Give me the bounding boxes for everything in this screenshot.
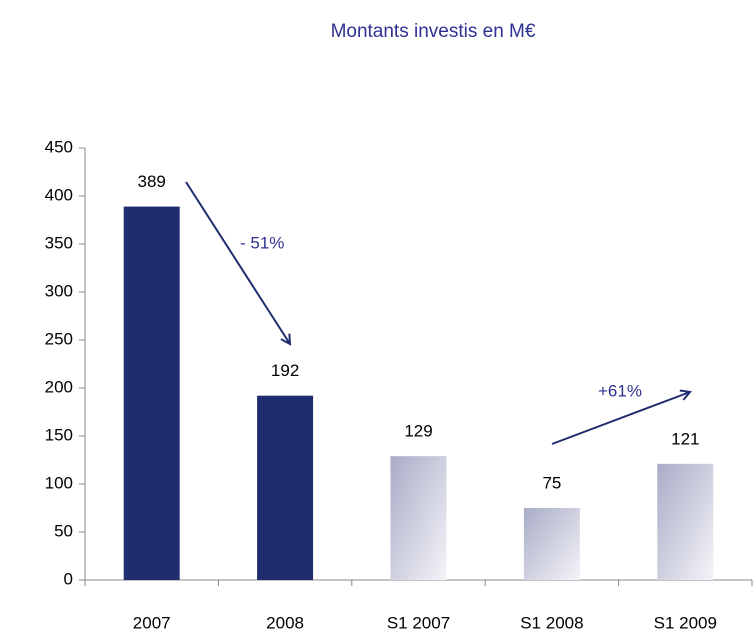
y-tick-label: 250 <box>45 329 73 348</box>
data-label: 192 <box>271 361 299 380</box>
x-tick-label: 2008 <box>266 613 304 632</box>
data-label: 129 <box>404 422 432 441</box>
annotation: - 51% <box>240 233 284 252</box>
y-tick-label: 150 <box>45 425 73 444</box>
chart-title: Montants investis en M€ <box>331 21 536 42</box>
data-label: 389 <box>138 172 166 191</box>
y-tick-label: 450 <box>45 137 73 156</box>
y-tick-label: 300 <box>45 281 73 300</box>
x-tick-label: S1 2009 <box>654 613 717 632</box>
bar <box>390 456 447 580</box>
y-tick-label: 50 <box>54 521 73 540</box>
arrow <box>185 181 290 344</box>
bar <box>123 206 180 580</box>
x-tick-label: S1 2007 <box>387 613 450 632</box>
data-label: 121 <box>671 429 699 448</box>
annotation: +61% <box>598 381 642 400</box>
arrow <box>551 392 690 445</box>
y-tick-label: 200 <box>45 377 73 396</box>
data-label: 75 <box>542 473 561 492</box>
y-tick-label: 350 <box>45 233 73 252</box>
x-tick-label: 2007 <box>133 613 171 632</box>
bar <box>257 395 314 580</box>
bar <box>657 463 714 580</box>
x-tick-label: S1 2008 <box>520 613 583 632</box>
y-tick-label: 0 <box>64 569 73 588</box>
y-tick-label: 400 <box>45 185 73 204</box>
y-tick-label: 100 <box>45 473 73 492</box>
bar <box>523 508 580 580</box>
